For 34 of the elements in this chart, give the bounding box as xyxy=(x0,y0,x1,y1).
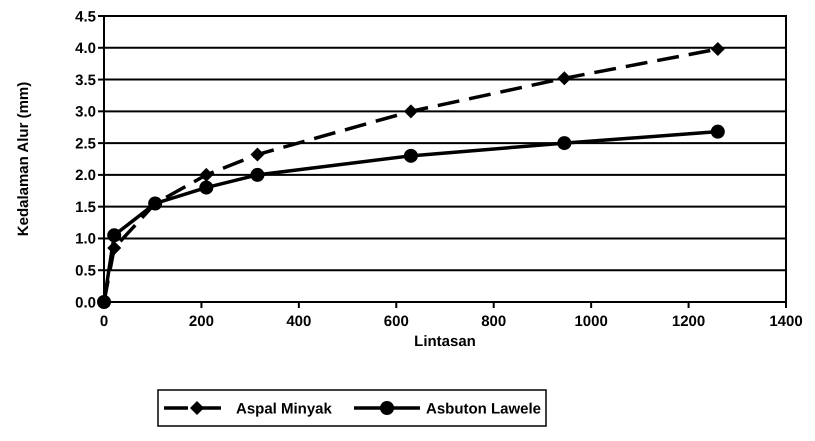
point xyxy=(97,295,111,309)
point xyxy=(710,42,725,56)
x-tick-label: 0 xyxy=(100,313,108,330)
point xyxy=(404,104,418,118)
y-tick-label: 4.5 xyxy=(75,8,96,26)
point xyxy=(250,168,264,182)
x-tick-label: 200 xyxy=(188,313,214,330)
x-axis-title: Lintasan xyxy=(414,333,476,350)
point xyxy=(199,168,214,182)
y-tick-label: 4.0 xyxy=(75,40,96,58)
x-tick-label: 1000 xyxy=(574,313,608,330)
point xyxy=(250,148,264,162)
point xyxy=(148,196,162,210)
y-tick-label: 2.0 xyxy=(75,167,96,184)
y-tick-label: 3.5 xyxy=(75,72,96,89)
y-tick-label: 1.0 xyxy=(75,230,96,248)
y-tick-label: 2.5 xyxy=(75,135,96,152)
x-tick-label: 1400 xyxy=(769,313,803,330)
y-tick-label: 1.5 xyxy=(75,198,96,216)
y-tick-label: 0.5 xyxy=(75,262,96,280)
x-tick-label: 600 xyxy=(384,313,409,330)
x-tick-label: 800 xyxy=(481,313,506,330)
y-tick-label: 0.0 xyxy=(75,294,96,312)
legend-label: Asbuton Lawele xyxy=(426,400,542,418)
point xyxy=(710,124,725,139)
point xyxy=(199,180,214,195)
point xyxy=(107,228,122,242)
point xyxy=(557,136,572,150)
x-tick-label: 400 xyxy=(286,313,312,330)
point xyxy=(404,148,418,163)
x-tick-label: 1200 xyxy=(672,313,706,330)
y-tick-label: 3.0 xyxy=(75,104,96,121)
legend-label: Aspal Minyak xyxy=(236,400,333,418)
y-axis-title: Kedalaman Alur (mm) xyxy=(15,82,32,236)
